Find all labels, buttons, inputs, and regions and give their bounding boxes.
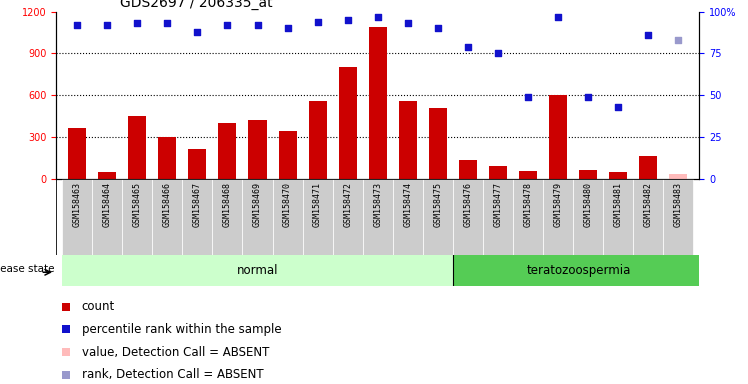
Bar bbox=[333, 179, 363, 255]
Point bbox=[522, 94, 534, 100]
Bar bbox=[242, 179, 272, 255]
Text: rank, Detection Call = ABSENT: rank, Detection Call = ABSENT bbox=[82, 368, 263, 381]
Point bbox=[281, 25, 293, 31]
Text: GSM158468: GSM158468 bbox=[223, 182, 232, 227]
Bar bbox=[303, 179, 333, 255]
Point bbox=[643, 32, 654, 38]
Bar bbox=[92, 179, 122, 255]
Text: GSM158470: GSM158470 bbox=[283, 182, 292, 227]
Text: GSM158481: GSM158481 bbox=[613, 182, 623, 227]
Text: disease state: disease state bbox=[0, 264, 55, 274]
Bar bbox=[62, 255, 453, 286]
Bar bbox=[663, 179, 693, 255]
Bar bbox=[188, 149, 206, 179]
Text: GSM158466: GSM158466 bbox=[163, 182, 172, 227]
Bar bbox=[122, 179, 153, 255]
Bar bbox=[634, 179, 663, 255]
Point bbox=[191, 28, 203, 35]
Bar bbox=[453, 255, 699, 286]
Point bbox=[71, 22, 83, 28]
Bar bbox=[399, 101, 417, 179]
Bar bbox=[519, 171, 537, 179]
Bar bbox=[212, 179, 242, 255]
Point bbox=[162, 20, 174, 26]
Text: GSM158479: GSM158479 bbox=[554, 182, 562, 227]
Bar bbox=[363, 179, 393, 255]
Point bbox=[612, 104, 624, 110]
Text: GSM158482: GSM158482 bbox=[644, 182, 653, 227]
Bar bbox=[603, 179, 634, 255]
Point bbox=[101, 22, 113, 28]
Bar bbox=[339, 67, 357, 179]
Point bbox=[462, 43, 474, 50]
Text: GSM158473: GSM158473 bbox=[373, 182, 382, 227]
Point bbox=[552, 13, 564, 20]
Bar bbox=[218, 123, 236, 179]
Bar bbox=[579, 170, 597, 179]
Text: GSM158476: GSM158476 bbox=[464, 182, 473, 227]
Bar bbox=[393, 179, 423, 255]
Bar bbox=[429, 108, 447, 179]
Bar bbox=[98, 172, 116, 179]
Point bbox=[251, 22, 263, 28]
Point bbox=[672, 37, 684, 43]
Point bbox=[132, 20, 144, 26]
Text: GSM158478: GSM158478 bbox=[524, 182, 533, 227]
Point bbox=[312, 18, 324, 25]
Point bbox=[492, 50, 504, 56]
Bar bbox=[543, 179, 573, 255]
Text: GSM158467: GSM158467 bbox=[193, 182, 202, 227]
Point bbox=[402, 20, 414, 26]
Bar bbox=[669, 174, 687, 179]
Text: GSM158475: GSM158475 bbox=[433, 182, 442, 227]
Bar bbox=[272, 179, 303, 255]
Text: normal: normal bbox=[237, 264, 278, 277]
Text: GSM158483: GSM158483 bbox=[674, 182, 683, 227]
Bar bbox=[423, 179, 453, 255]
Text: GSM158465: GSM158465 bbox=[132, 182, 142, 227]
Point bbox=[342, 17, 354, 23]
Bar bbox=[248, 120, 266, 179]
Text: value, Detection Call = ABSENT: value, Detection Call = ABSENT bbox=[82, 346, 269, 359]
Bar bbox=[128, 116, 147, 179]
Bar bbox=[573, 179, 603, 255]
Bar bbox=[483, 179, 513, 255]
Text: GDS2697 / 206335_at: GDS2697 / 206335_at bbox=[120, 0, 273, 10]
Text: GSM158471: GSM158471 bbox=[313, 182, 322, 227]
Point bbox=[432, 25, 444, 31]
Text: GSM158474: GSM158474 bbox=[403, 182, 412, 227]
Text: GSM158480: GSM158480 bbox=[583, 182, 592, 227]
Bar bbox=[459, 161, 477, 179]
Bar bbox=[183, 179, 212, 255]
Bar bbox=[609, 172, 628, 179]
Text: GSM158469: GSM158469 bbox=[253, 182, 262, 227]
Bar bbox=[68, 128, 86, 179]
Bar bbox=[159, 137, 177, 179]
Bar bbox=[640, 156, 657, 179]
Bar bbox=[453, 179, 483, 255]
Bar bbox=[309, 101, 327, 179]
Text: GSM158472: GSM158472 bbox=[343, 182, 352, 227]
Text: GSM158463: GSM158463 bbox=[73, 182, 82, 227]
Bar bbox=[369, 27, 387, 179]
Bar bbox=[153, 179, 183, 255]
Text: GSM158477: GSM158477 bbox=[494, 182, 503, 227]
Bar bbox=[513, 179, 543, 255]
Text: teratozoospermia: teratozoospermia bbox=[527, 264, 631, 277]
Text: GSM158464: GSM158464 bbox=[102, 182, 111, 227]
Point bbox=[372, 13, 384, 20]
Bar bbox=[278, 131, 296, 179]
Bar bbox=[489, 166, 507, 179]
Bar bbox=[62, 179, 92, 255]
Point bbox=[582, 94, 594, 100]
Bar bbox=[549, 95, 567, 179]
Text: count: count bbox=[82, 300, 115, 313]
Point bbox=[221, 22, 233, 28]
Text: percentile rank within the sample: percentile rank within the sample bbox=[82, 323, 281, 336]
